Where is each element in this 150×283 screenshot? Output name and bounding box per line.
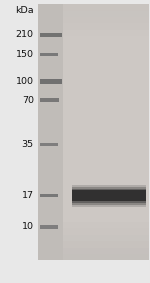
Bar	[38, 4, 63, 260]
Bar	[63, 23, 148, 30]
Bar	[40, 53, 58, 56]
Text: 35: 35	[22, 140, 34, 149]
Text: 100: 100	[16, 77, 34, 86]
Bar	[40, 79, 62, 84]
Bar	[72, 187, 146, 205]
Bar	[40, 194, 58, 198]
Text: 17: 17	[22, 191, 34, 200]
Bar	[72, 189, 146, 203]
Text: 150: 150	[16, 50, 34, 59]
Bar	[63, 4, 148, 260]
Bar	[63, 11, 148, 17]
Text: 70: 70	[22, 96, 34, 105]
Text: 210: 210	[16, 30, 34, 39]
Bar	[63, 222, 148, 228]
Bar	[63, 30, 148, 36]
Text: 10: 10	[22, 222, 34, 231]
Bar	[63, 254, 148, 260]
Bar	[63, 4, 148, 11]
Bar	[40, 194, 58, 198]
Text: kDa: kDa	[15, 6, 34, 15]
Bar	[63, 235, 148, 241]
Bar	[63, 241, 148, 248]
Bar	[63, 228, 148, 235]
Bar	[72, 190, 146, 201]
Bar	[72, 185, 146, 207]
Bar	[63, 17, 148, 23]
Bar	[40, 225, 58, 229]
Bar	[40, 98, 58, 102]
Bar	[40, 33, 61, 37]
Bar	[40, 143, 58, 146]
Bar	[63, 248, 148, 254]
